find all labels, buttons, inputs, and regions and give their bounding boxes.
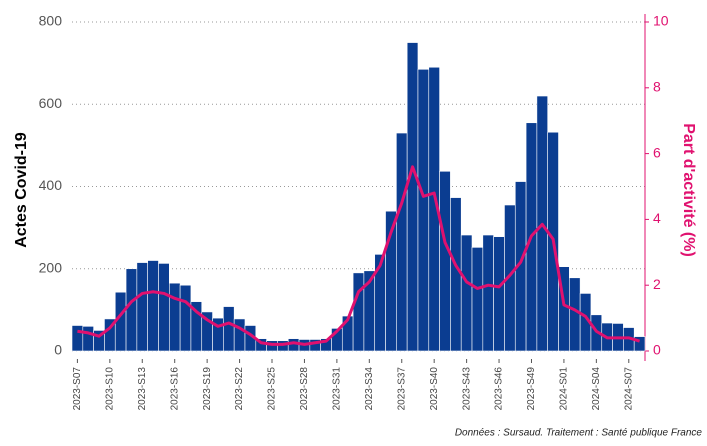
bar <box>136 262 148 352</box>
y-tick-label: 800 <box>39 13 63 29</box>
x-tick-label: 2023-S13 <box>137 367 148 411</box>
bar <box>71 325 84 352</box>
x-tick-label: 2023-S49 <box>526 367 537 411</box>
bar <box>450 197 462 352</box>
bar <box>460 234 473 352</box>
y-tick-label: 0 <box>54 342 62 358</box>
y-tick-label: 200 <box>39 259 63 275</box>
x-tick-label: 2023-S40 <box>429 367 440 411</box>
x-tick-label: 2024-S01 <box>559 367 570 411</box>
bar <box>482 234 494 352</box>
y2-tick-label: 6 <box>653 144 661 160</box>
x-tick-label: 2023-S37 <box>396 367 407 411</box>
y2-tick-label: 8 <box>653 79 661 95</box>
y-tick-label: 600 <box>39 95 63 111</box>
bar <box>125 268 138 352</box>
line <box>77 165 641 346</box>
y2-tick-label: 4 <box>653 210 661 226</box>
bar <box>439 170 451 352</box>
bar <box>417 68 430 352</box>
x-tick-label: 2023-S46 <box>494 367 505 411</box>
bar <box>82 326 94 352</box>
y2-tick-label: 2 <box>653 276 661 292</box>
y-tick-label: 400 <box>39 177 63 193</box>
x-tick-label: 2024-S07 <box>623 367 634 411</box>
x-tick-label: 2023-S28 <box>299 367 310 411</box>
bar <box>406 42 419 352</box>
bar <box>223 306 235 352</box>
y-axis-title: Actes Covid-19 <box>13 132 30 248</box>
x-tick-label: 2023-S43 <box>461 367 472 411</box>
bar <box>169 282 181 352</box>
bar <box>569 277 581 352</box>
bar <box>352 272 365 352</box>
y2-tick-label: 0 <box>653 342 661 358</box>
x-tick-label: 2023-S25 <box>267 367 278 411</box>
x-tick-label: 2023-S07 <box>72 367 83 411</box>
bar <box>493 236 505 352</box>
bar <box>471 247 484 352</box>
bar <box>158 263 170 352</box>
x-tick-label: 2023-S31 <box>332 367 343 411</box>
bar <box>233 318 246 352</box>
x-tick-label: 2023-S19 <box>202 367 213 411</box>
x-tick-label: 2023-S16 <box>169 367 180 411</box>
bar <box>633 336 646 352</box>
y2-axis-title: Part d'activité (%) <box>680 123 697 257</box>
x-tick-label: 2023-S34 <box>364 367 375 411</box>
bar <box>147 260 159 352</box>
x-tick-label: 2024-S04 <box>591 367 602 411</box>
y2-tick-label: 10 <box>653 13 669 29</box>
caption: Données : Sursaud. Traitement : Santé pu… <box>455 428 703 439</box>
bar <box>396 132 408 352</box>
bar <box>179 284 192 352</box>
x-tick-label: 2023-S22 <box>234 367 245 411</box>
x-tick-label: 2023-S10 <box>104 367 115 411</box>
